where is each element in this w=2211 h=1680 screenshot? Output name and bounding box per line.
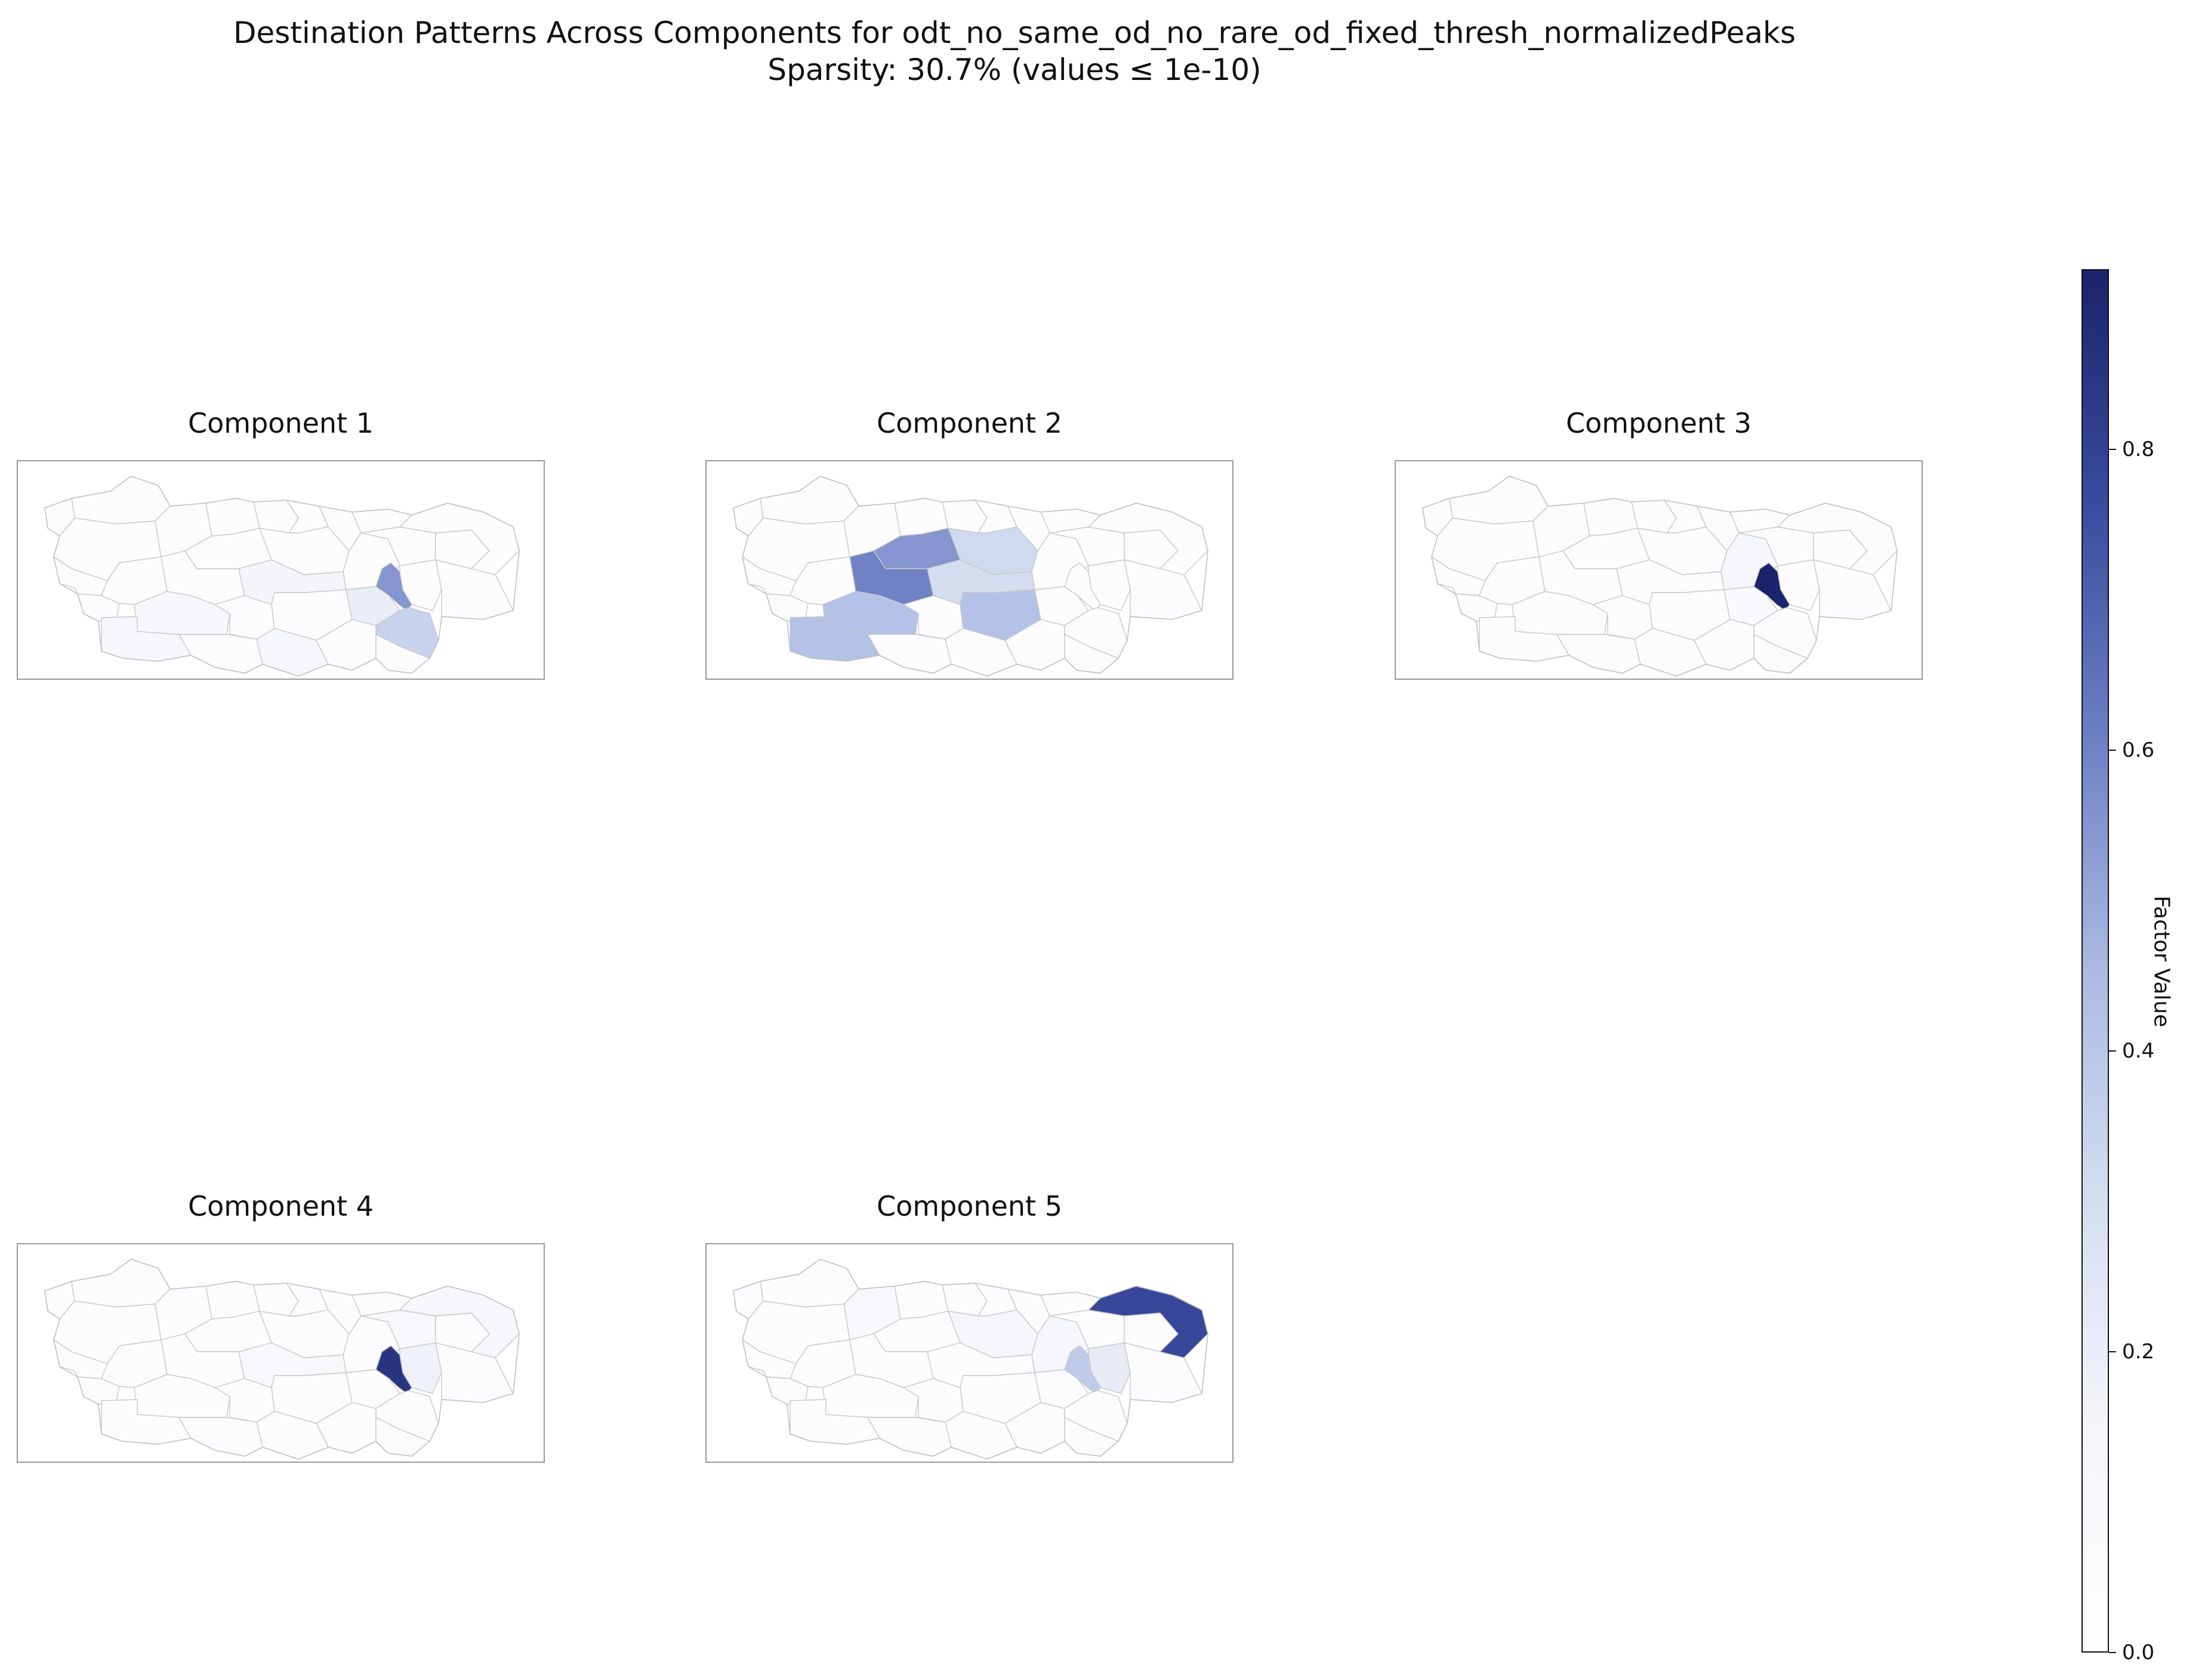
map-zone-z14 [178,1417,263,1457]
map-zone-z14 [866,634,952,674]
panel-title: Component 4 [188,1190,374,1222]
colorbar-tick-label: 0.2 [2122,1340,2155,1364]
map-outline [44,476,520,677]
colorbar-tick-mark [2109,1050,2116,1052]
zone-map [44,476,520,677]
colorbar-tick-mark [2109,449,2116,451]
zone-map [733,476,1208,677]
map-outline [733,1259,1208,1460]
map-frame [1395,460,1923,680]
colorbar-tick-label: 0.4 [2122,1039,2155,1064]
map-zone-z14 [866,1417,952,1457]
map-zone-z14 [178,634,263,674]
colorbar-label: Factor Value [2149,895,2174,1028]
figure-subtitle: Sparsity: 30.7% (values ≤ 1e-10) [767,53,1262,87]
colorbar-tick-label: 0.8 [2122,437,2155,462]
map-zone-z14 [1556,634,1641,674]
map-frame [17,460,545,680]
panel-title: Component 2 [877,407,1062,439]
panel-title: Component 3 [1566,407,1751,439]
panel-title: Component 5 [877,1190,1062,1222]
colorbar-tick-mark [2109,750,2116,751]
figure-title: Destination Patterns Across Components f… [233,16,1796,50]
map-outline [44,1259,520,1460]
colorbar [2082,269,2109,1653]
zone-map [1422,476,1898,677]
panel-title: Component 1 [188,407,374,439]
colorbar-tick-label: 0.6 [2122,738,2155,763]
map-outline [733,476,1208,677]
map-frame [17,1243,545,1463]
zone-map [733,1259,1208,1460]
map-outline [1422,476,1898,677]
map-frame [705,460,1234,680]
colorbar-tick-mark [2109,1652,2116,1653]
map-frame [705,1243,1234,1463]
colorbar-tick-label: 0.0 [2122,1641,2155,1664]
zone-map [44,1259,520,1460]
colorbar-tick-mark [2109,1351,2116,1353]
